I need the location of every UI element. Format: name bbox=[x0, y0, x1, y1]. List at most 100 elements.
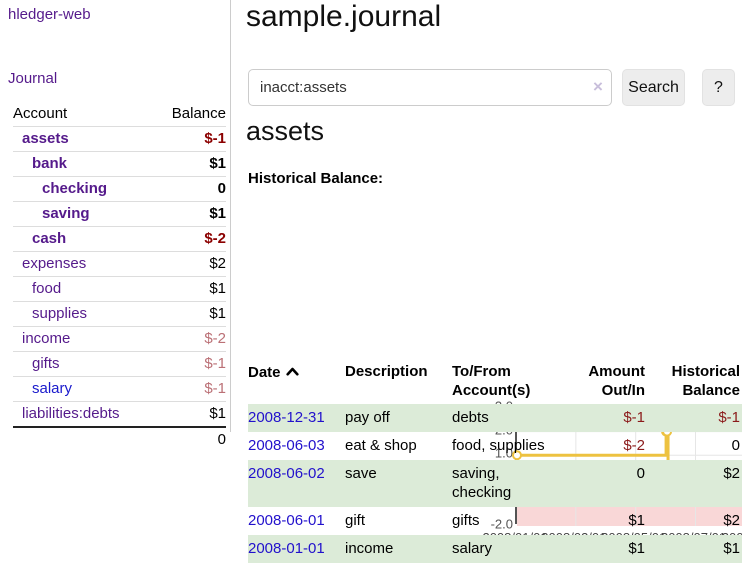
accounts-table: Account Balance assets $-1 bank $1 checkin… bbox=[13, 102, 226, 452]
transaction-amount: $-1 bbox=[623, 409, 645, 426]
account-link-assets[interactable]: assets bbox=[22, 130, 69, 147]
transaction-date-link[interactable]: 2008-12-31 bbox=[248, 409, 325, 426]
account-row: liabilities:debts $1 bbox=[13, 401, 226, 427]
transaction-description: save bbox=[345, 465, 377, 482]
transaction-row: 2008-06-02 save saving, checking 0 $2 bbox=[248, 460, 742, 507]
transaction-description: eat & shop bbox=[345, 437, 417, 454]
transaction-balance: $1 bbox=[723, 540, 740, 557]
account-link-gifts[interactable]: gifts bbox=[32, 355, 60, 372]
clear-search-icon[interactable]: × bbox=[593, 77, 603, 96]
accounts-total-balance: 0 bbox=[154, 426, 226, 452]
accounts-header-balance: Balance bbox=[171, 105, 226, 122]
account-link-income[interactable]: income bbox=[22, 330, 71, 347]
historical-balance-chart: 3.0 2.0 1.0 0.0 -1.0 -2.0 $ 2008/01/01 2… bbox=[240, 203, 742, 545]
account-balance: $-1 bbox=[154, 126, 226, 152]
y-tick-label: -1.0 bbox=[490, 492, 513, 508]
account-row: assets $-1 bbox=[13, 126, 226, 152]
account-row: checking 0 bbox=[13, 176, 226, 202]
account-balance: $2 bbox=[154, 251, 226, 277]
transaction-description: pay off bbox=[345, 409, 390, 426]
column-header-balance: Historical Balance bbox=[671, 363, 740, 399]
transaction-row: 2008-12-31 pay off debts $-1 $-1 bbox=[248, 404, 742, 432]
chart-title: Historical Balance: bbox=[248, 170, 384, 187]
account-balance: $-1 bbox=[154, 376, 226, 402]
account-balance: $1 bbox=[154, 151, 226, 177]
transaction-accounts: debts bbox=[452, 409, 489, 426]
transaction-description: gift bbox=[345, 512, 366, 529]
account-link-checking[interactable]: checking bbox=[42, 180, 108, 197]
account-row: income $-2 bbox=[13, 326, 226, 352]
x-tick-label: 2008/05/01 bbox=[601, 530, 667, 545]
transaction-amount: 0 bbox=[636, 465, 645, 482]
transaction-balance: $2 bbox=[723, 465, 740, 482]
transaction-row: 2008-06-03 eat & shop food, supplies $-2… bbox=[248, 432, 742, 460]
account-link-supplies[interactable]: supplies bbox=[32, 305, 88, 322]
column-header-accounts: To/From Account(s) bbox=[452, 363, 531, 399]
account-row: gifts $-1 bbox=[13, 351, 226, 377]
account-link-expenses[interactable]: expenses bbox=[22, 255, 87, 272]
transaction-balance: $-1 bbox=[718, 409, 740, 426]
column-header-date[interactable]: Date bbox=[248, 360, 345, 404]
y-tick-label: 0.0 bbox=[494, 469, 513, 485]
y-tick-label: 1.0 bbox=[494, 445, 513, 461]
account-balance: $1 bbox=[154, 276, 226, 302]
transaction-accounts: gifts bbox=[452, 512, 480, 529]
x-tick-label: 2008/01/01 bbox=[482, 530, 548, 545]
sidebar-item-journal[interactable]: Journal bbox=[8, 70, 58, 87]
x-tick-label: 2008/09/01 bbox=[721, 530, 742, 545]
account-row: bank $1 bbox=[13, 151, 226, 177]
transaction-date-link[interactable]: 2008-01-01 bbox=[248, 540, 325, 557]
y-tick-label: 2.0 bbox=[494, 422, 513, 438]
account-link-food[interactable]: food bbox=[32, 280, 62, 297]
transaction-date-link[interactable]: 2008-06-03 bbox=[248, 437, 325, 454]
y-tick-label: 3.0 bbox=[494, 398, 513, 414]
account-link-salary[interactable]: salary bbox=[32, 380, 73, 397]
app-title-link[interactable]: hledger-web bbox=[8, 6, 91, 23]
transaction-amount: $-2 bbox=[623, 437, 645, 454]
transaction-accounts: salary bbox=[452, 540, 493, 557]
search-input[interactable] bbox=[248, 69, 612, 106]
account-link-liabilities-debts[interactable]: liabilities:debts bbox=[22, 405, 120, 422]
column-header-description: Description bbox=[345, 363, 428, 380]
transaction-row: 2008-01-01 income salary $1 $1 bbox=[248, 535, 742, 563]
sidebar: hledger-web Journal Account Balance asse… bbox=[0, 0, 231, 452]
search-button[interactable]: Search bbox=[622, 69, 685, 106]
transaction-accounts: saving, checking bbox=[452, 465, 512, 501]
account-link-cash[interactable]: cash bbox=[32, 230, 67, 247]
register-table: Date Description To/From Account(s) Amou… bbox=[248, 360, 742, 563]
transaction-amount: $1 bbox=[628, 512, 645, 529]
account-row: expenses $2 bbox=[13, 251, 226, 277]
account-heading: assets bbox=[246, 116, 325, 146]
transaction-amount: $1 bbox=[628, 540, 645, 557]
transaction-row: 2008-06-01 gift gifts $1 $2 bbox=[248, 507, 742, 535]
account-row: food $1 bbox=[13, 276, 226, 302]
chart-y-axis-labels: 3.0 2.0 1.0 0.0 -1.0 -2.0 bbox=[480, 399, 513, 532]
chart-x-axis-labels: 2008/01/01 2008/03/01 2008/05/01 2008/07… bbox=[482, 530, 742, 546]
accounts-header-account: Account bbox=[13, 105, 68, 122]
account-row: saving $1 bbox=[13, 201, 226, 227]
column-header-amount: Amount Out/In bbox=[588, 363, 645, 399]
chart-plot-area: $ bbox=[512, 406, 742, 526]
account-link-bank[interactable]: bank bbox=[32, 155, 68, 172]
register-header-row: Date Description To/From Account(s) Amou… bbox=[248, 360, 742, 404]
account-balance: $1 bbox=[154, 401, 226, 427]
transaction-accounts: food, supplies bbox=[452, 437, 545, 454]
account-balance: 0 bbox=[154, 176, 226, 202]
accounts-total-row: 0 bbox=[13, 426, 226, 452]
help-button[interactable]: ? bbox=[702, 69, 735, 106]
account-row: cash $-2 bbox=[13, 226, 226, 252]
x-tick-label: 2008/03/01 bbox=[541, 530, 607, 545]
account-balance: $-2 bbox=[154, 226, 226, 252]
transaction-date-link[interactable]: 2008-06-02 bbox=[248, 465, 325, 482]
account-row: salary $-1 bbox=[13, 376, 226, 402]
x-tick-label: 2008/07/01 bbox=[660, 530, 727, 545]
transaction-description: income bbox=[345, 540, 394, 557]
account-balance: $-2 bbox=[154, 326, 226, 352]
page-title: sample.journal bbox=[246, 0, 442, 33]
account-balance: $-1 bbox=[154, 351, 226, 377]
transaction-date-link[interactable]: 2008-06-01 bbox=[248, 512, 325, 529]
account-row: supplies $1 bbox=[13, 301, 226, 327]
transaction-balance: 0 bbox=[731, 437, 740, 454]
account-link-saving[interactable]: saving bbox=[42, 205, 90, 222]
